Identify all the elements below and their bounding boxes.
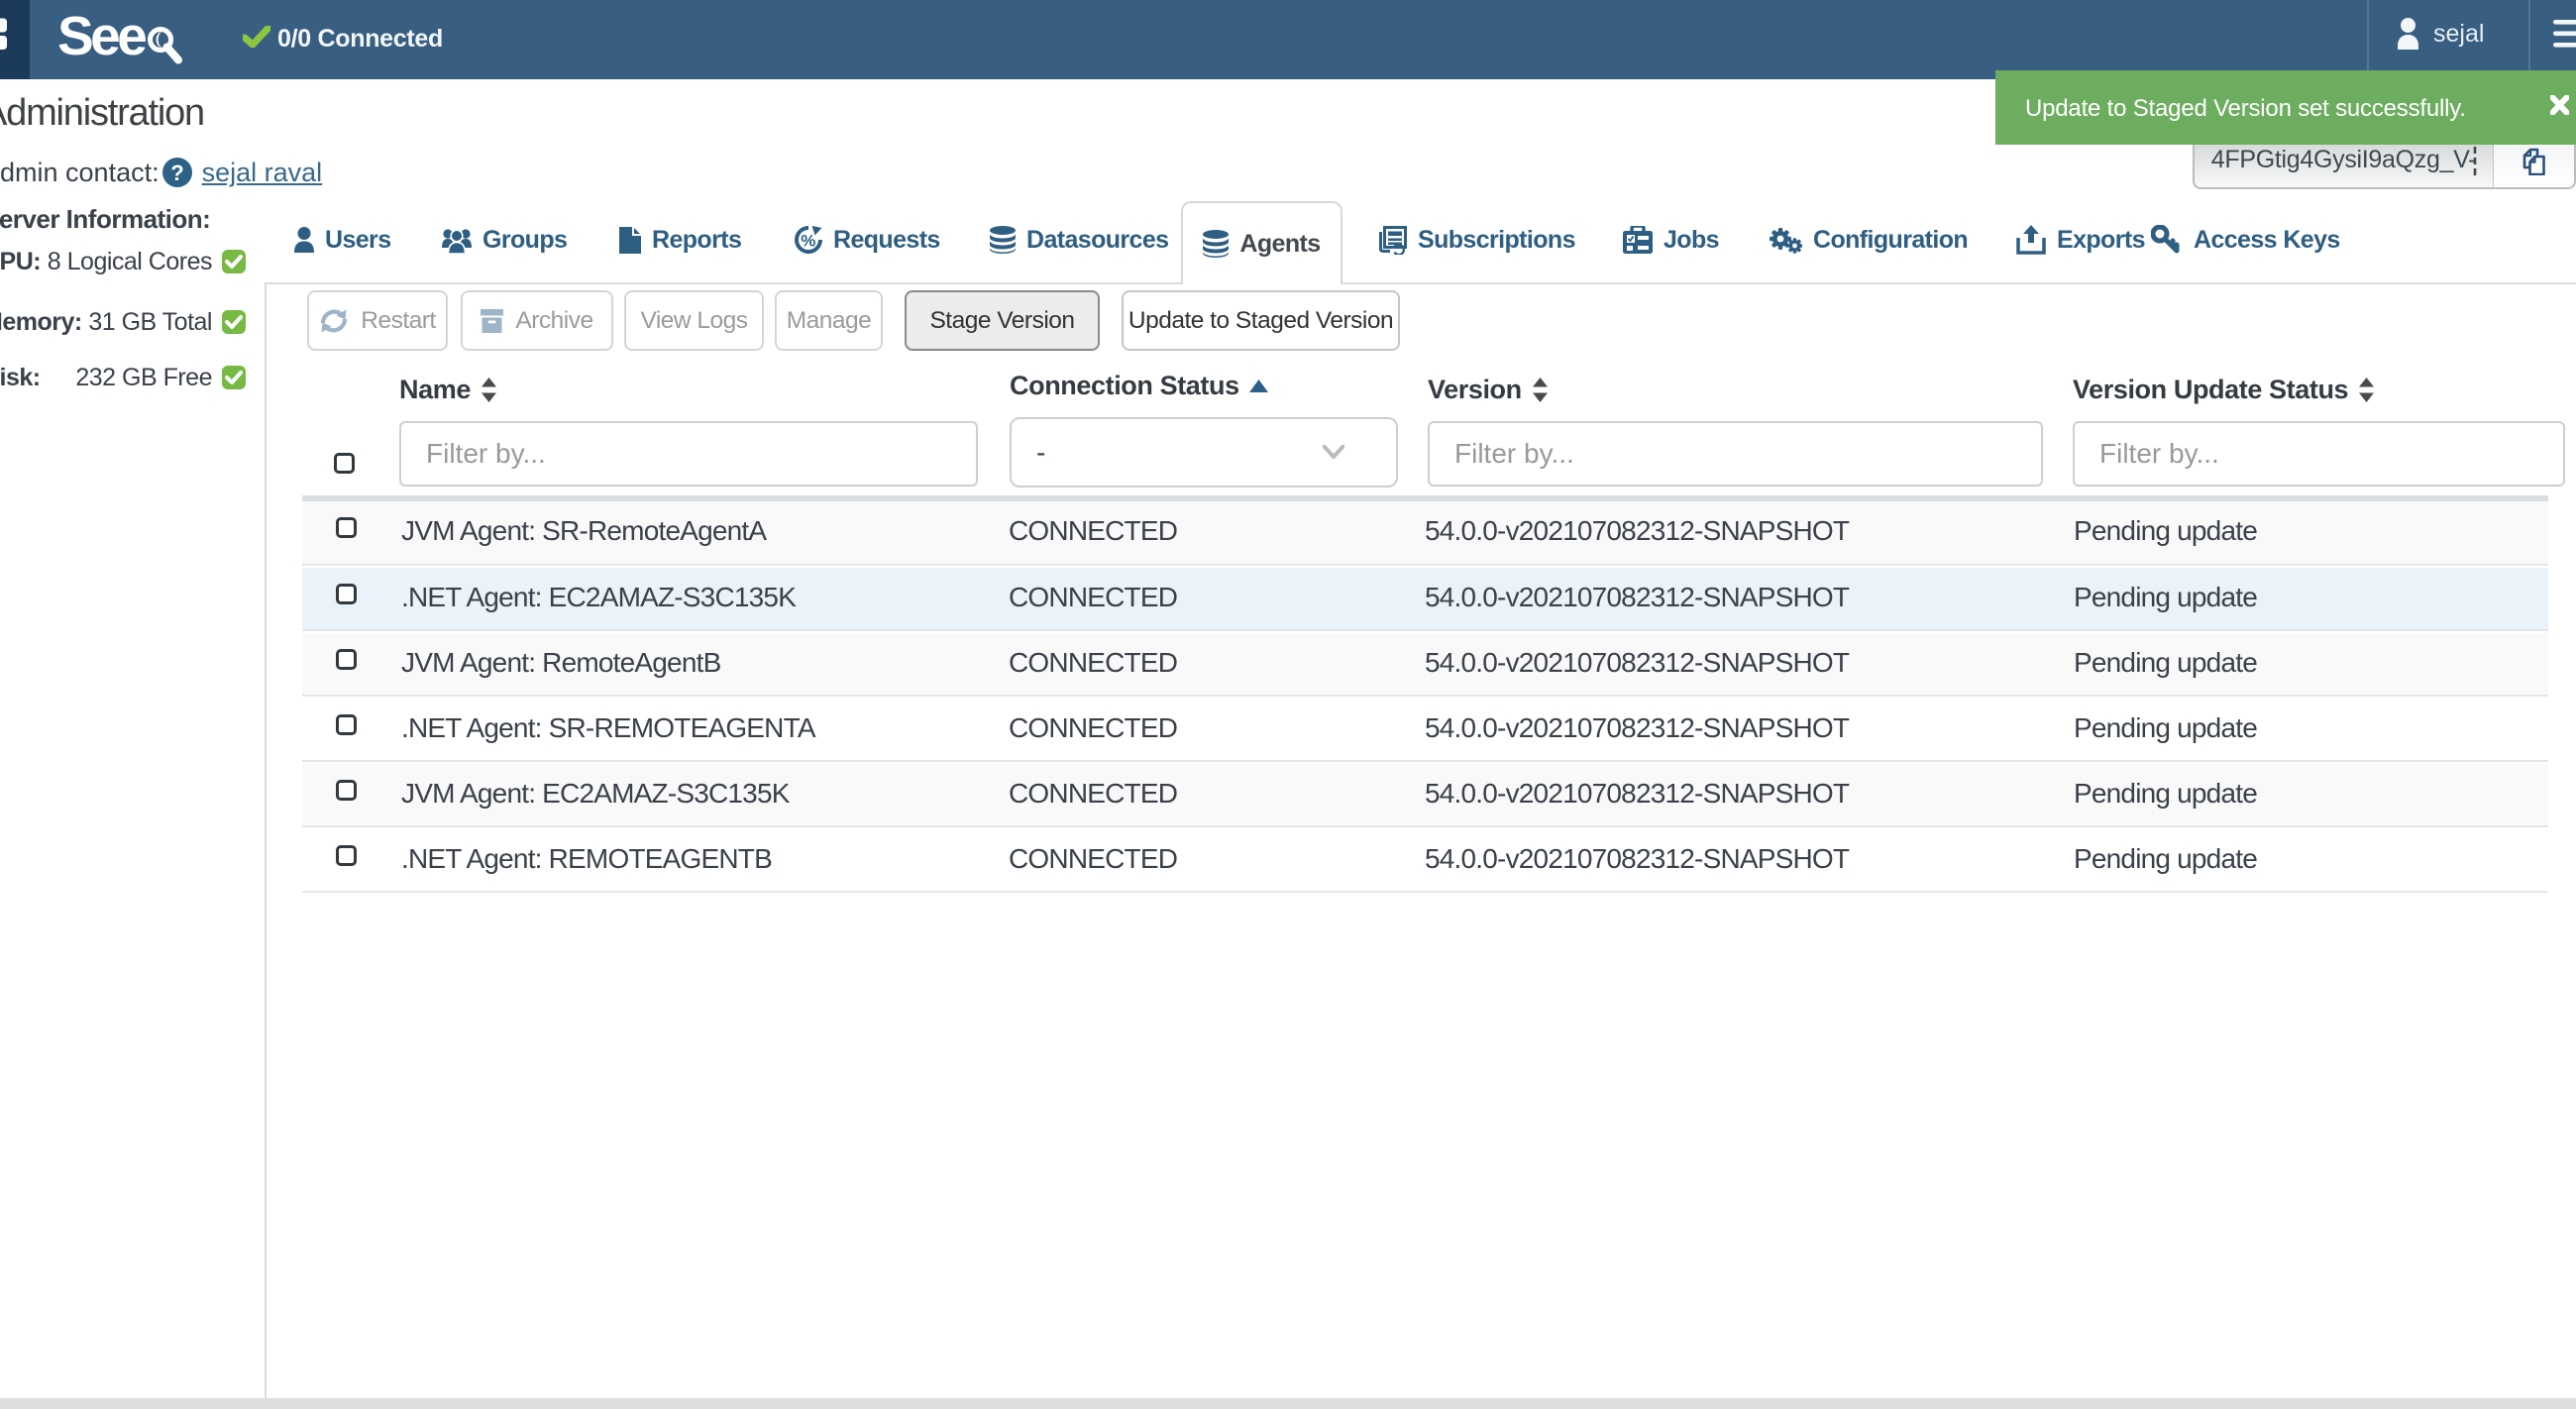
svg-text:See: See bbox=[57, 5, 146, 66]
svg-text:%: % bbox=[801, 232, 815, 251]
svg-text:?: ? bbox=[170, 161, 183, 185]
